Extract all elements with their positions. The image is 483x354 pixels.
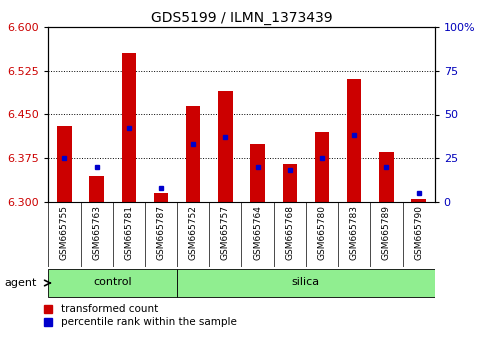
- Bar: [283, 164, 297, 202]
- Bar: [89, 176, 104, 202]
- FancyBboxPatch shape: [177, 269, 435, 297]
- Bar: [186, 106, 200, 202]
- Text: GSM665787: GSM665787: [156, 205, 166, 260]
- Bar: [379, 153, 394, 202]
- Text: GSM665755: GSM665755: [60, 205, 69, 260]
- Text: GSM665780: GSM665780: [317, 205, 327, 260]
- Legend: transformed count, percentile rank within the sample: transformed count, percentile rank withi…: [44, 304, 236, 327]
- Text: GSM665764: GSM665764: [253, 205, 262, 260]
- Bar: [122, 53, 136, 202]
- Text: GSM665763: GSM665763: [92, 205, 101, 260]
- Bar: [412, 199, 426, 202]
- Text: GSM665768: GSM665768: [285, 205, 294, 260]
- Text: GSM665790: GSM665790: [414, 205, 423, 260]
- Text: GSM665757: GSM665757: [221, 205, 230, 260]
- Text: GSM665781: GSM665781: [124, 205, 133, 260]
- FancyBboxPatch shape: [48, 269, 177, 297]
- Text: control: control: [93, 278, 132, 287]
- Bar: [347, 80, 361, 202]
- Bar: [315, 132, 329, 202]
- Text: GSM665752: GSM665752: [189, 205, 198, 260]
- Bar: [218, 91, 233, 202]
- Bar: [57, 126, 71, 202]
- Bar: [250, 144, 265, 202]
- Text: GSM665783: GSM665783: [350, 205, 359, 260]
- Bar: [154, 193, 168, 202]
- Text: GSM665789: GSM665789: [382, 205, 391, 260]
- Text: agent: agent: [5, 278, 37, 288]
- Title: GDS5199 / ILMN_1373439: GDS5199 / ILMN_1373439: [151, 11, 332, 24]
- Text: silica: silica: [292, 278, 320, 287]
